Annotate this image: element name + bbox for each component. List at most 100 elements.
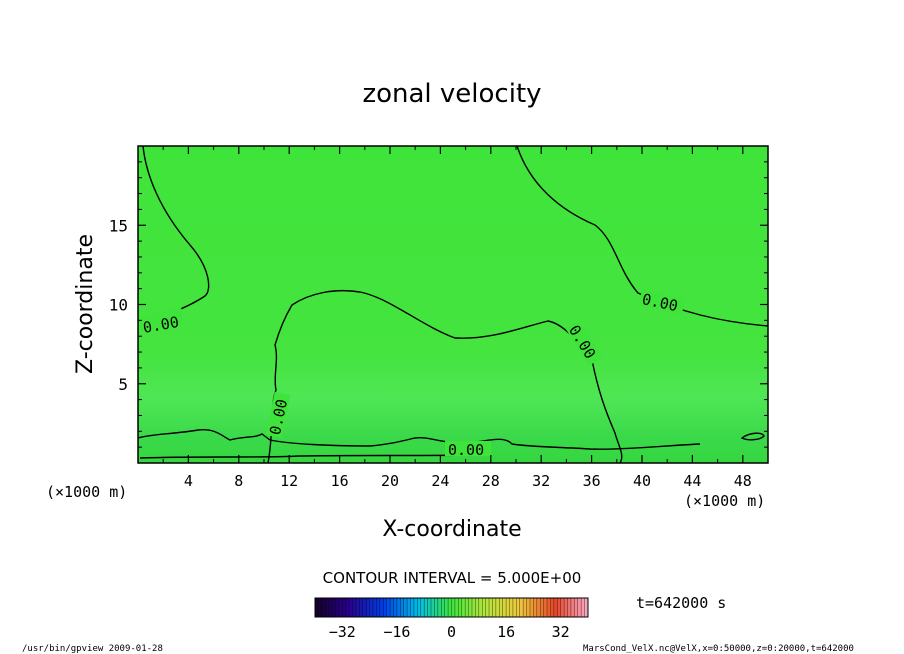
colorbar-cell	[526, 598, 531, 617]
colorbar-cell	[376, 598, 381, 617]
colorbar-cell	[427, 598, 432, 617]
colorbar-cell	[547, 598, 551, 617]
colorbar-cell	[468, 598, 473, 617]
footer-right: MarsCond_VelX.nc@VelX,x=0:50000,z=0:2000…	[583, 644, 854, 654]
colorbar-cell	[454, 598, 459, 617]
y-tick-label: 5	[118, 375, 128, 394]
colorbar-cell	[543, 598, 548, 617]
y-unit-label: (×1000 m)	[46, 483, 127, 501]
x-tick-label: 4	[184, 472, 193, 490]
colorbar-cell	[383, 598, 387, 617]
colorbar-cell	[359, 598, 364, 617]
colorbar-cell	[448, 598, 452, 617]
colorbar-cell	[325, 598, 329, 617]
colorbar-cell	[557, 598, 561, 617]
colorbar-cell	[318, 598, 323, 617]
colorbar-cell	[403, 598, 408, 617]
colorbar-frame	[314, 597, 589, 618]
x-tick-label: 16	[331, 472, 349, 490]
colorbar-cell	[540, 598, 544, 617]
colorbar-tick-label: 0	[447, 623, 456, 641]
colorbar-cell	[400, 598, 405, 617]
colorbar-cell	[342, 598, 347, 617]
x-tick-label: 44	[683, 472, 701, 490]
colorbar-cell	[407, 598, 411, 617]
colorbar-cell	[512, 598, 517, 617]
colorbar-cell	[533, 598, 538, 617]
colorbar-cell	[550, 598, 555, 617]
colorbar-cell	[434, 598, 439, 617]
colorbar-cell	[355, 598, 360, 617]
colorbar-cell	[424, 598, 428, 617]
colorbar-cell	[386, 598, 391, 617]
colorbar-tick-label: 16	[497, 623, 515, 641]
colorbar-cell	[529, 598, 534, 617]
colorbar-cell	[584, 598, 589, 617]
colorbar-cell	[485, 598, 490, 617]
time-label: t=642000 s	[636, 594, 726, 612]
contour-label: 0.00	[142, 313, 181, 337]
colorbar-cell	[461, 598, 466, 617]
contour-lines	[137, 145, 769, 464]
colorbar-cell	[523, 598, 527, 617]
colorbar-cell	[489, 598, 493, 617]
colorbar-tick-label: 32	[552, 623, 570, 641]
contour-loop-right	[740, 432, 765, 441]
colorbar-cell	[536, 598, 541, 617]
contour-line-right	[516, 145, 769, 327]
colorbar-cell	[328, 598, 333, 617]
colorbar-tick-label: −16	[383, 623, 410, 641]
colorbar-cell	[417, 598, 422, 617]
colorbar-cell	[492, 598, 497, 617]
colorbar-cell	[574, 598, 579, 617]
colorbar-cell	[352, 598, 357, 617]
colorbar-cell	[369, 598, 374, 617]
colorbar-cell	[581, 598, 585, 617]
colorbar-cell	[502, 598, 507, 617]
colorbar-cell	[458, 598, 463, 617]
colorbar-cell	[570, 598, 575, 617]
colorbar-cell	[567, 598, 572, 617]
contour-line-bottom	[137, 428, 701, 450]
x-tick-label: 12	[280, 472, 298, 490]
x-tick-label: 8	[234, 472, 243, 490]
contour-labels: 0.00 0.00 0.00 0.00 0.00	[137, 289, 686, 459]
x-axis-ticks: 4 8 12 16 20 24 28 32 36 40 44 48	[162, 146, 752, 490]
colorbar-cell	[444, 598, 449, 617]
colorbar-cell	[499, 598, 503, 617]
y-axis-label: Z-coordinate	[73, 234, 98, 374]
colorbar-cell	[349, 598, 353, 617]
colorbar-cell	[420, 598, 425, 617]
x-unit-label: (×1000 m)	[684, 492, 765, 510]
colorbar-cell	[379, 598, 384, 617]
colorbar-cell	[465, 598, 469, 617]
colorbar-cell	[577, 598, 582, 617]
x-tick-label: 48	[734, 472, 752, 490]
colorbar-cell	[482, 598, 486, 617]
colorbar-cell	[396, 598, 401, 617]
colorbar-cell	[338, 598, 343, 617]
colorbar-cell	[441, 598, 445, 617]
contour-line-left	[142, 145, 210, 321]
colorbar-cell	[332, 598, 336, 617]
colorbar-cell	[478, 598, 483, 617]
y-tick-label: 15	[109, 216, 128, 235]
colorbar-cell	[431, 598, 435, 617]
colorbar-cell	[560, 598, 565, 617]
colorbar-cell	[410, 598, 415, 617]
colorbar-cell	[366, 598, 370, 617]
colorbar-cell	[516, 598, 521, 617]
colorbar-cell	[345, 598, 350, 617]
colorbar-tick-label: −32	[329, 623, 356, 641]
colorbar-cell	[475, 598, 480, 617]
colorbar-cell	[315, 598, 319, 617]
colorbar-cell	[373, 598, 377, 617]
x-tick-label: 40	[633, 472, 651, 490]
footer-left: /usr/bin/gpview 2009-01-28	[22, 644, 163, 654]
colorbar-cell	[495, 598, 500, 617]
colorbar-cell	[437, 598, 442, 617]
x-tick-label: 36	[583, 472, 601, 490]
colorbar-cell	[506, 598, 510, 617]
colorbar-cell	[321, 598, 326, 617]
